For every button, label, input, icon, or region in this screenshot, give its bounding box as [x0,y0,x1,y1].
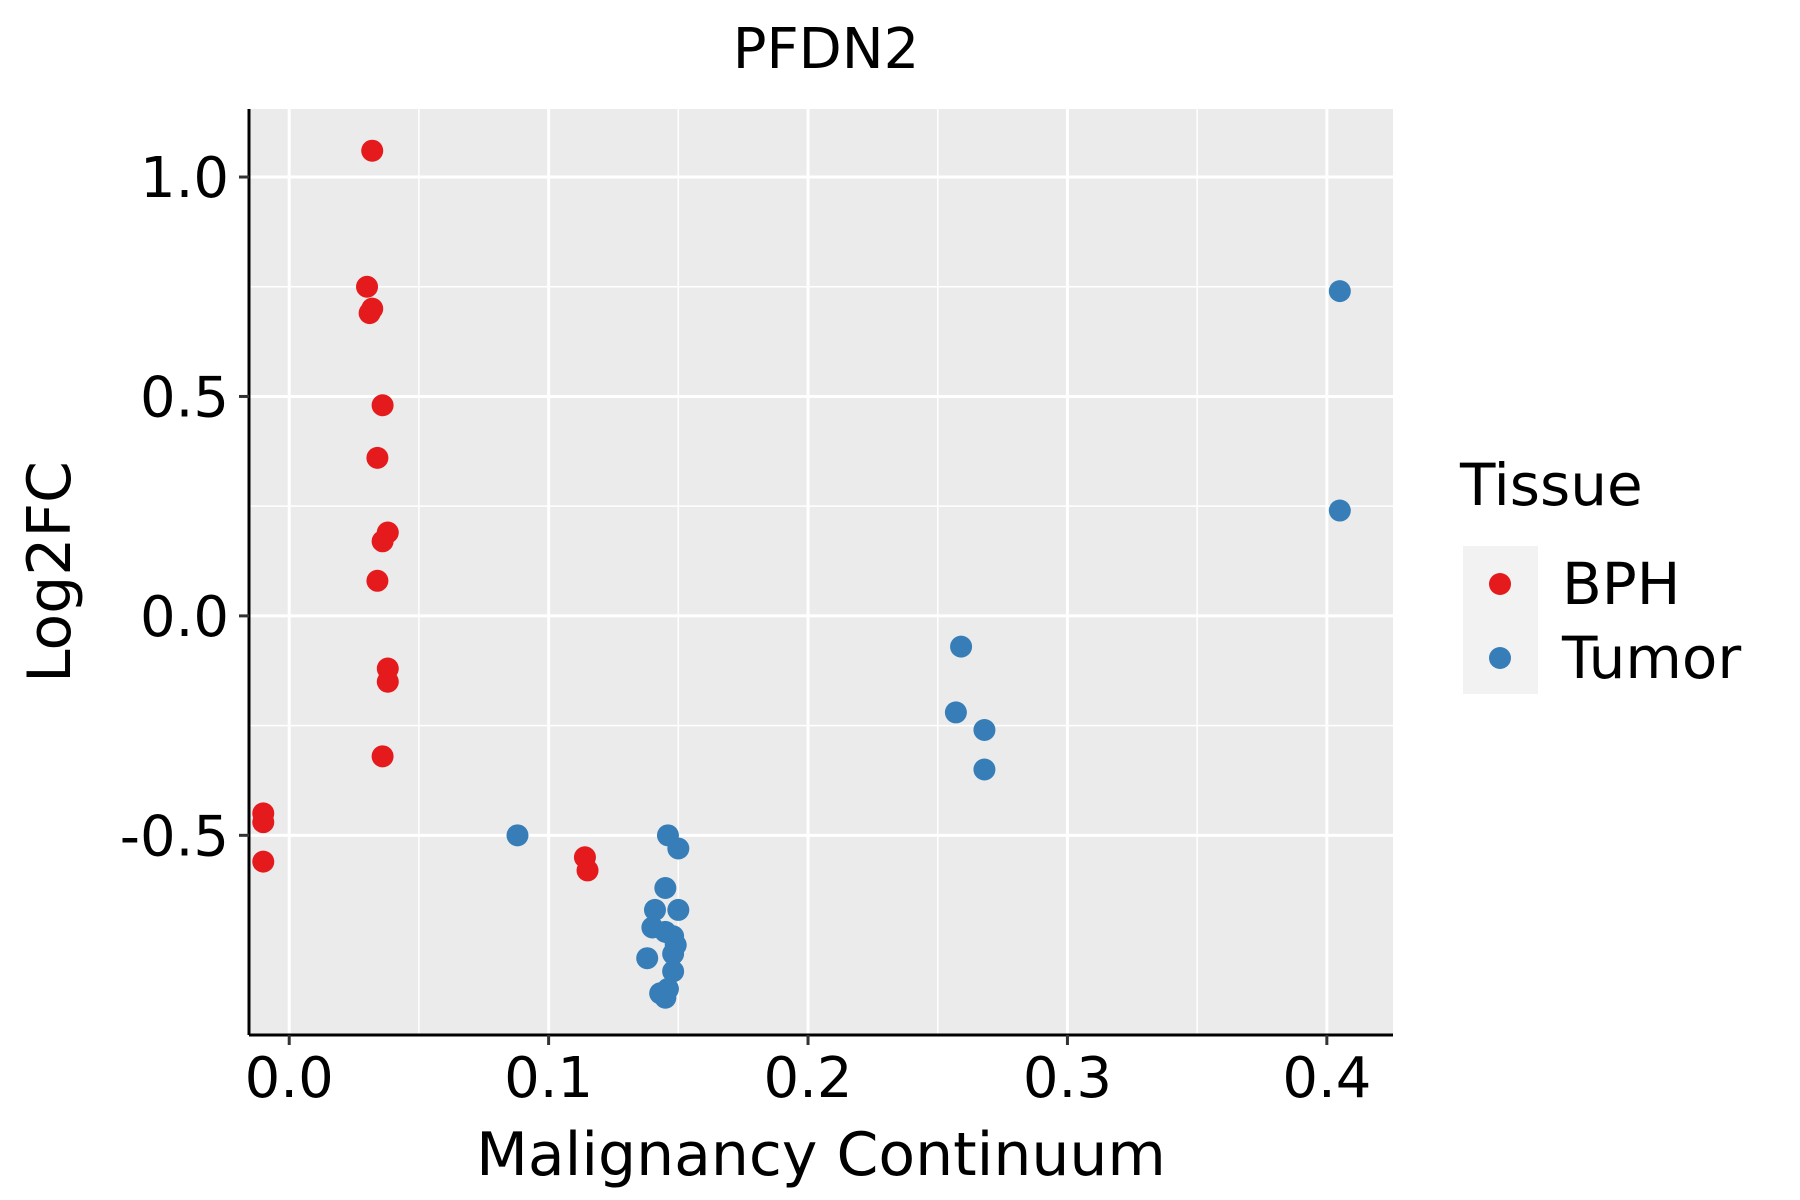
y-tick-label: -0.5 [120,804,229,869]
data-point-tumor [662,942,685,965]
data-point-bph [252,850,275,873]
data-point-tumor [643,898,666,921]
y-axis-ticks: -0.5 0.0 0.5 1.0 [120,146,249,869]
data-point-bph [358,302,381,325]
data-point-tumor [654,876,677,899]
data-point-tumor [1328,280,1351,303]
data-point-bph [576,859,599,882]
data-point-tumor [973,758,996,781]
data-point-bph [366,446,389,469]
data-point-tumor [950,635,973,658]
data-point-tumor [636,947,659,970]
major-gridlines [249,109,1393,1035]
legend-key-tumor [1489,647,1511,669]
data-point-tumor [973,718,996,741]
plot-panel [249,109,1393,1035]
data-point-bph [356,275,379,298]
y-tick-label: 0.0 [140,585,229,650]
x-tick-label: 0.1 [504,1046,593,1111]
data-point-tumor [944,701,967,724]
data-point-bph [361,139,384,162]
data-point-tumor [662,960,685,983]
legend-label-bph: BPH [1562,550,1680,618]
data-point-tumor [667,898,690,921]
chart-title: PFDN2 [733,17,920,82]
data-point-bph [371,530,394,553]
y-axis-label: Log2FC [15,461,85,683]
legend-title: Tissue [1459,451,1643,519]
data-point-bph [366,569,389,592]
data-point-tumor [654,986,677,1009]
data-point-bph [371,745,394,768]
data-point-bph [376,670,399,693]
data-point-tumor [667,837,690,860]
x-tick-label: 0.2 [763,1046,852,1111]
data-point-bph [371,394,394,417]
data-point-tumor [506,824,529,847]
x-tick-label: 0.3 [1023,1046,1112,1111]
minor-gridlines [249,109,1393,1035]
y-tick-label: 1.0 [140,146,229,211]
legend-key-background [1463,546,1538,694]
x-tick-label: 0.0 [245,1046,334,1111]
data-point-bph [252,811,275,834]
y-tick-label: 0.5 [140,365,229,430]
data-points [252,139,1351,1009]
x-axis-label: Malignancy Continuum [476,1120,1166,1190]
data-point-tumor [1328,499,1351,522]
x-tick-label: 0.4 [1282,1046,1371,1111]
x-axis-ticks: 0.0 0.1 0.2 0.3 0.4 [245,1035,1371,1111]
legend-label-tumor: Tumor [1561,624,1741,692]
legend-key-bph [1489,573,1511,595]
